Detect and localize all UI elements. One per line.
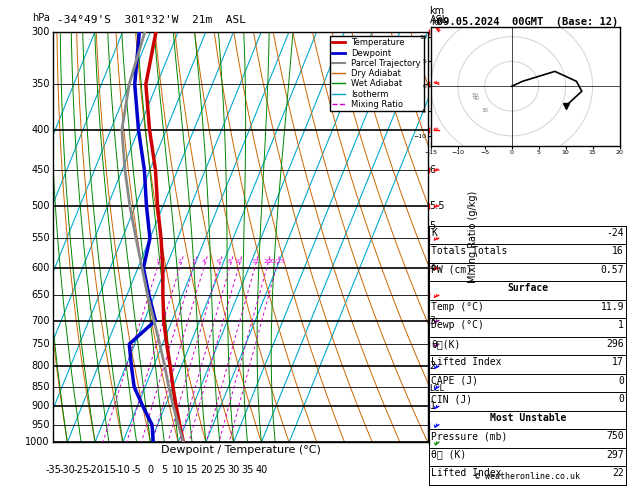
Text: 300: 300 — [31, 27, 50, 36]
Text: 650: 650 — [31, 290, 50, 300]
Text: K: K — [431, 228, 437, 238]
Text: -30: -30 — [60, 465, 75, 475]
Text: 30: 30 — [482, 108, 489, 113]
Text: 5.5: 5.5 — [430, 201, 445, 211]
Text: -20: -20 — [87, 465, 103, 475]
Text: Dewp (°C): Dewp (°C) — [431, 320, 484, 330]
Text: km
ASL: km ASL — [430, 6, 448, 25]
Text: 2: 2 — [178, 259, 182, 263]
Legend: Temperature, Dewpoint, Parcel Trajectory, Dry Adiabat, Wet Adiabat, Isotherm, Mi: Temperature, Dewpoint, Parcel Trajectory… — [330, 36, 423, 111]
Text: 35: 35 — [242, 465, 253, 475]
Text: 297: 297 — [606, 450, 624, 460]
Text: 296: 296 — [606, 339, 624, 349]
Text: -10: -10 — [115, 465, 131, 475]
Text: 4: 4 — [202, 259, 206, 263]
Text: 600: 600 — [31, 263, 50, 273]
Text: -15: -15 — [101, 465, 117, 475]
Text: Temp (°C): Temp (°C) — [431, 302, 484, 312]
Text: 800: 800 — [31, 361, 50, 371]
Text: PW (cm): PW (cm) — [431, 265, 472, 275]
Text: 20/25: 20/25 — [267, 259, 286, 263]
Text: 2: 2 — [430, 361, 436, 371]
Text: 8: 8 — [228, 259, 232, 263]
Text: 7: 7 — [430, 125, 436, 135]
Text: 350: 350 — [31, 79, 50, 89]
Text: 30: 30 — [228, 465, 240, 475]
Text: θᴇ(K): θᴇ(K) — [431, 339, 461, 349]
Text: 22: 22 — [612, 468, 624, 478]
Text: 40: 40 — [473, 96, 480, 101]
Text: 450: 450 — [31, 165, 50, 175]
Text: hPa: hPa — [32, 14, 50, 23]
Text: 10: 10 — [172, 465, 184, 475]
Text: 09.05.2024  00GMT  (Base: 12): 09.05.2024 00GMT (Base: 12) — [437, 17, 618, 27]
Text: CIN (J): CIN (J) — [431, 394, 472, 404]
Text: 15: 15 — [251, 259, 259, 263]
Text: Most Unstable: Most Unstable — [489, 413, 566, 423]
Text: Lifted Index: Lifted Index — [431, 357, 502, 367]
Text: 4: 4 — [430, 263, 436, 273]
Text: 750: 750 — [31, 339, 50, 349]
Text: 0: 0 — [147, 465, 153, 475]
Text: 550: 550 — [31, 233, 50, 243]
Text: -25: -25 — [73, 465, 89, 475]
Text: 16: 16 — [612, 246, 624, 257]
Text: 5: 5 — [430, 221, 436, 231]
Text: 15: 15 — [186, 465, 198, 475]
Text: LCL: LCL — [430, 384, 445, 393]
Text: 40: 40 — [255, 465, 267, 475]
Text: Mixing Ratio (g/kg): Mixing Ratio (g/kg) — [467, 191, 477, 283]
Text: 0.57: 0.57 — [601, 265, 624, 275]
Text: 1: 1 — [618, 320, 624, 330]
Text: 0: 0 — [618, 394, 624, 404]
Text: -34°49'S  301°32'W  21m  ASL: -34°49'S 301°32'W 21m ASL — [57, 16, 246, 25]
Text: 20: 20 — [200, 465, 212, 475]
Text: 3: 3 — [430, 315, 436, 326]
Text: Totals Totals: Totals Totals — [431, 246, 508, 257]
Text: -5: -5 — [131, 465, 142, 475]
Text: 25: 25 — [214, 465, 226, 475]
Text: Surface: Surface — [507, 283, 548, 294]
Text: 900: 900 — [31, 401, 50, 411]
Text: -24: -24 — [606, 228, 624, 238]
Text: 8: 8 — [430, 79, 436, 89]
Text: 6: 6 — [217, 259, 221, 263]
Text: 6: 6 — [430, 165, 436, 175]
Text: 950: 950 — [31, 420, 50, 430]
Text: 400: 400 — [31, 125, 50, 135]
Text: 850: 850 — [31, 382, 50, 392]
Text: 750: 750 — [606, 431, 624, 441]
Text: 1: 1 — [430, 401, 436, 411]
Text: Lifted Index: Lifted Index — [431, 468, 502, 478]
Text: CAPE (J): CAPE (J) — [431, 376, 479, 386]
Text: kt: kt — [431, 17, 440, 27]
Text: © weatheronline.co.uk: © weatheronline.co.uk — [475, 472, 579, 481]
Text: 1000: 1000 — [25, 437, 50, 447]
Text: 3: 3 — [192, 259, 196, 263]
Text: -35: -35 — [45, 465, 62, 475]
Text: 50: 50 — [472, 93, 479, 98]
Text: 5: 5 — [161, 465, 167, 475]
Text: 700: 700 — [31, 315, 50, 326]
Text: 10: 10 — [235, 259, 243, 263]
Text: 0: 0 — [618, 376, 624, 386]
Text: 17: 17 — [612, 357, 624, 367]
X-axis label: Dewpoint / Temperature (°C): Dewpoint / Temperature (°C) — [160, 445, 321, 455]
Text: 20: 20 — [263, 259, 271, 263]
Text: 1: 1 — [155, 259, 159, 263]
Text: 500: 500 — [31, 201, 50, 211]
Text: Pressure (mb): Pressure (mb) — [431, 431, 508, 441]
Text: 11.9: 11.9 — [601, 302, 624, 312]
Text: θᴇ (K): θᴇ (K) — [431, 450, 467, 460]
